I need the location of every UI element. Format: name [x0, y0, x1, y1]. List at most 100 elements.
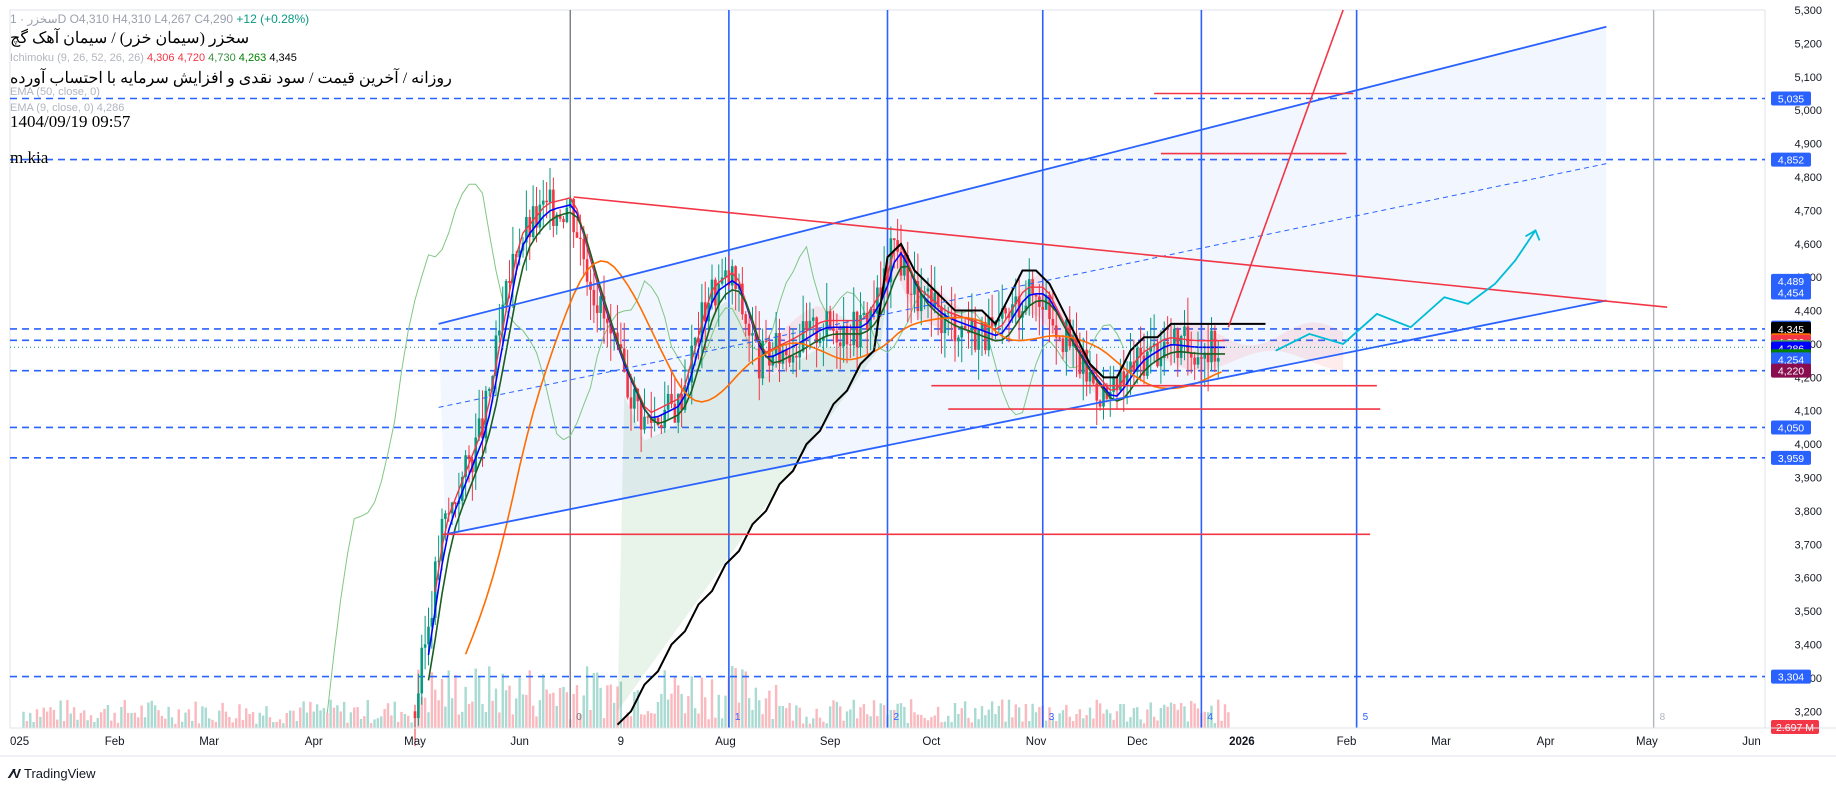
candle: [575, 218, 579, 239]
y-axis-tick-label: 4,600: [1794, 239, 1822, 251]
candle: [1129, 333, 1132, 395]
volume-bar: [839, 706, 842, 728]
candle-body: [717, 283, 721, 306]
candle: [984, 315, 987, 355]
volume-bar: [299, 707, 302, 728]
volume-bar: [1048, 707, 1051, 728]
volume-bar: [589, 710, 592, 728]
volume-bar: [471, 701, 474, 728]
tradingview-brand[interactable]: ⁄⁄V TradingView: [10, 766, 96, 781]
volume-bar: [258, 712, 261, 728]
volume-bar: [315, 704, 319, 728]
volume-bar: [380, 716, 383, 728]
candle-body: [531, 206, 535, 238]
volume-bar: [241, 719, 245, 728]
price-badge: 4,254: [1771, 352, 1811, 367]
y-axis-tick-label: 4,700: [1794, 205, 1822, 217]
volume-bar: [1078, 709, 1082, 728]
volume-bar: [714, 717, 717, 728]
legend-ema50[interactable]: EMA (50, close, 0): [10, 86, 100, 98]
legend-ema9[interactable]: EMA (9, close, 0) 4,286: [10, 102, 125, 114]
candle-body: [548, 189, 552, 203]
volume-bar: [535, 716, 538, 728]
volume-bar: [579, 714, 582, 728]
lagging-span-line: [326, 183, 1125, 714]
candle: [420, 634, 424, 705]
volume-bar: [791, 720, 795, 728]
volume-bar: [960, 708, 963, 728]
candle: [862, 301, 866, 320]
volume-bar: [758, 700, 761, 728]
candle-body: [852, 311, 856, 346]
candle-body: [1041, 307, 1045, 310]
volume-bar: [329, 699, 332, 728]
volume-bar: [818, 717, 822, 728]
candle-body: [1078, 350, 1082, 374]
x-axis-tick-label: Apr: [1537, 736, 1555, 748]
volume-bar: [278, 719, 282, 728]
candle-body: [761, 340, 764, 379]
volume-bar: [79, 712, 83, 728]
volume-bar: [1156, 720, 1159, 728]
volume-bar: [288, 710, 292, 728]
volume-bar: [974, 708, 977, 728]
candle-body: [454, 502, 457, 504]
candle: [798, 323, 802, 370]
volume-bar: [855, 718, 859, 728]
candle-body: [791, 355, 795, 363]
candle-body: [511, 253, 515, 283]
candle-body: [764, 340, 768, 342]
volume-bar: [626, 712, 629, 728]
candle: [676, 393, 680, 434]
volume-bar: [191, 720, 194, 728]
volume-bar: [383, 709, 386, 728]
volume-bar: [633, 691, 636, 728]
candle: [953, 293, 957, 362]
volume-bar: [454, 675, 457, 728]
candle-body: [963, 325, 967, 331]
volume-bar: [373, 719, 376, 728]
volume-bar: [963, 701, 967, 728]
volume-bar: [805, 716, 808, 728]
volume-bar: [1068, 716, 1071, 728]
volume-bar: [234, 718, 238, 728]
volume-bar: [140, 705, 143, 728]
y-axis-tick-label: 4,100: [1794, 406, 1822, 418]
volume-bar: [899, 703, 903, 728]
candle-body: [946, 312, 950, 314]
volume-bar: [798, 707, 801, 728]
volume-bar: [866, 714, 869, 728]
candle: [808, 302, 812, 350]
volume-bar: [731, 666, 734, 728]
volume-bar: [25, 721, 29, 728]
candle: [548, 167, 552, 231]
volume-bar: [646, 711, 650, 728]
volume-bar: [1001, 699, 1004, 728]
legend-ichimoku[interactable]: Ichimoku (9, 26, 52, 26, 26) 4,306 4,720…: [10, 52, 297, 64]
x-axis-tick-label: Sep: [820, 736, 840, 748]
volume-bar: [1183, 706, 1186, 728]
candle-body: [417, 693, 420, 719]
volume-bar: [1190, 700, 1193, 728]
volume-bar: [184, 712, 187, 728]
volume-bar: [825, 723, 828, 728]
candle: [673, 376, 677, 424]
candle: [1004, 305, 1007, 319]
candle-body: [1058, 337, 1061, 339]
y-axis-tick-label: 5,200: [1794, 38, 1822, 50]
candle-body: [477, 418, 481, 438]
price-badge-bg: [1771, 285, 1811, 300]
volume-bar: [265, 706, 268, 728]
volume-bar: [434, 689, 437, 728]
candle: [788, 326, 791, 368]
volume-bar: [96, 718, 99, 728]
volume-bar: [133, 712, 137, 728]
volume-bar: [724, 695, 727, 728]
volume-bar: [747, 698, 751, 728]
candle-body: [582, 238, 586, 260]
candle: [643, 388, 646, 434]
volume-bar: [909, 699, 913, 728]
candle: [460, 471, 464, 507]
volume-bar: [423, 697, 427, 728]
